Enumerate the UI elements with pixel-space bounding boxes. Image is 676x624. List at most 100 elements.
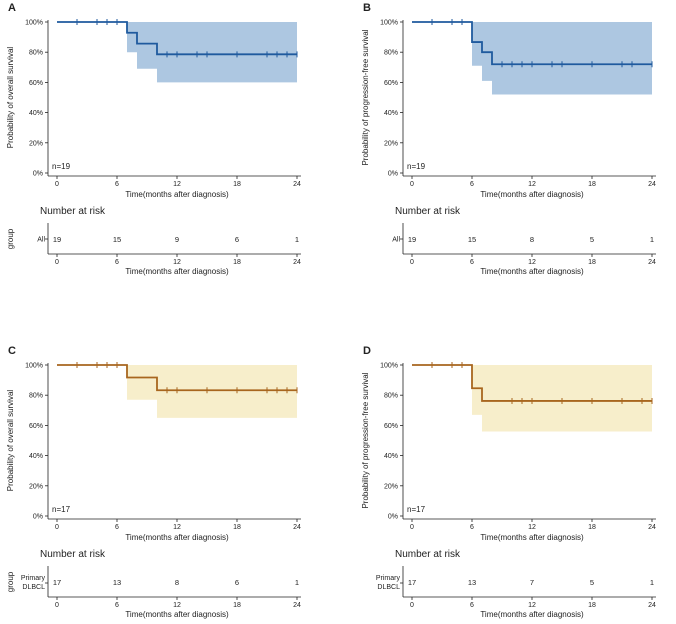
x-tick-label: 24: [648, 181, 656, 188]
panel-label: A: [8, 2, 16, 14]
x-tick-label: 12: [528, 181, 536, 188]
risk-x-tick-label: 18: [233, 259, 241, 266]
panel-label: C: [8, 345, 16, 357]
y-tick-label: 60%: [29, 423, 43, 430]
x-tick-label: 24: [648, 524, 656, 531]
y-tick-label: 60%: [384, 80, 398, 87]
risk-value: 9: [175, 235, 179, 244]
y-tick-label: 40%: [29, 110, 43, 117]
risk-value: 8: [175, 578, 179, 587]
risk-value: 17: [53, 578, 61, 587]
x-tick-label: 6: [115, 524, 119, 531]
survival-curve: [412, 21, 652, 66]
risk-x-tick-label: 24: [293, 259, 301, 266]
risk-x-tick-label: 12: [173, 602, 181, 609]
risk-group-label: Primary: [21, 575, 46, 582]
risk-table-title: Number at risk: [395, 206, 461, 217]
x-tick-label: 0: [55, 524, 59, 531]
risk-x-axis-label: Time(months after diagnosis): [125, 267, 229, 276]
x-axis-label: Time(months after diagnosis): [125, 190, 229, 199]
risk-value: 15: [113, 235, 121, 244]
risk-group-label: DLBCL: [377, 584, 400, 591]
risk-value: 7: [530, 578, 534, 587]
x-tick-label: 18: [588, 524, 596, 531]
y-tick-label: 80%: [384, 393, 398, 400]
risk-group-axis-label: group: [6, 228, 15, 249]
risk-group-label: All: [37, 237, 45, 244]
y-tick-label: 100%: [380, 363, 398, 370]
risk-x-tick-label: 18: [588, 602, 596, 609]
risk-value: 5: [590, 578, 594, 587]
y-tick-label: 80%: [384, 50, 398, 57]
x-tick-label: 18: [233, 524, 241, 531]
x-tick-label: 24: [293, 524, 301, 531]
n-label: n=19: [407, 162, 426, 171]
risk-value: 6: [235, 235, 239, 244]
risk-table-title: Number at risk: [40, 549, 106, 560]
y-tick-label: 20%: [384, 483, 398, 490]
risk-value: 1: [295, 578, 299, 587]
y-tick-label: 60%: [384, 423, 398, 430]
x-tick-label: 0: [410, 181, 414, 188]
y-tick-label: 20%: [29, 483, 43, 490]
y-tick-label: 100%: [25, 363, 43, 370]
y-axis-label: Probability of overall survival: [6, 390, 15, 492]
risk-group-label: All: [392, 237, 400, 244]
risk-x-tick-label: 6: [470, 602, 474, 609]
risk-value: 8: [530, 235, 534, 244]
risk-value: 5: [590, 235, 594, 244]
risk-x-tick-label: 6: [470, 259, 474, 266]
risk-x-tick-label: 12: [173, 259, 181, 266]
x-tick-label: 12: [173, 524, 181, 531]
risk-x-tick-label: 18: [588, 259, 596, 266]
risk-group-label: Primary: [376, 575, 401, 582]
risk-x-tick-label: 6: [115, 602, 119, 609]
y-tick-label: 0%: [388, 171, 398, 178]
risk-x-axis-label: Time(months after diagnosis): [480, 610, 584, 619]
risk-x-tick-label: 0: [410, 602, 414, 609]
panel-a: A 0% 20% 40% 60% 80% 100% 0 6 12 18 24 Time(months a…: [6, 2, 301, 276]
y-tick-label: 0%: [33, 514, 43, 521]
y-axis-label: Probability of overall survival: [6, 47, 15, 149]
y-tick-label: 20%: [29, 140, 43, 147]
x-tick-label: 0: [55, 181, 59, 188]
risk-x-tick-label: 24: [293, 602, 301, 609]
y-tick-label: 80%: [29, 393, 43, 400]
risk-value: 13: [113, 578, 121, 587]
risk-group-axis-label: group: [6, 571, 15, 592]
risk-x-axis-label: Time(months after diagnosis): [480, 267, 584, 276]
panel-d: D 0% 20% 40% 60% 80% 100% 0 6 12 18 24 Time(months a…: [361, 345, 656, 619]
risk-value: 1: [650, 235, 654, 244]
survival-curve: [57, 21, 297, 56]
y-tick-label: 20%: [384, 140, 398, 147]
confidence-band: [412, 22, 652, 95]
x-tick-label: 24: [293, 181, 301, 188]
risk-x-tick-label: 18: [233, 602, 241, 609]
risk-value: 6: [235, 578, 239, 587]
y-tick-label: 0%: [388, 514, 398, 521]
x-tick-label: 6: [470, 181, 474, 188]
panel-label: D: [363, 345, 371, 357]
risk-x-tick-label: 12: [528, 602, 536, 609]
y-tick-label: 60%: [29, 80, 43, 87]
risk-x-tick-label: 0: [55, 602, 59, 609]
risk-value: 17: [408, 578, 416, 587]
risk-x-tick-label: 0: [55, 259, 59, 266]
risk-x-tick-label: 12: [528, 259, 536, 266]
y-tick-label: 100%: [380, 20, 398, 27]
risk-table-title: Number at risk: [395, 549, 461, 560]
x-axis-label: Time(months after diagnosis): [125, 533, 229, 542]
risk-x-tick-label: 0: [410, 259, 414, 266]
risk-value: 13: [468, 578, 476, 587]
risk-value: 1: [650, 578, 654, 587]
y-axis-label: Probability of progression-free survival: [361, 29, 370, 165]
x-axis-label: Time(months after diagnosis): [480, 190, 584, 199]
x-tick-label: 12: [173, 181, 181, 188]
panel-label: B: [363, 2, 371, 14]
y-tick-label: 100%: [25, 20, 43, 27]
risk-value: 19: [53, 235, 61, 244]
y-tick-label: 40%: [384, 453, 398, 460]
